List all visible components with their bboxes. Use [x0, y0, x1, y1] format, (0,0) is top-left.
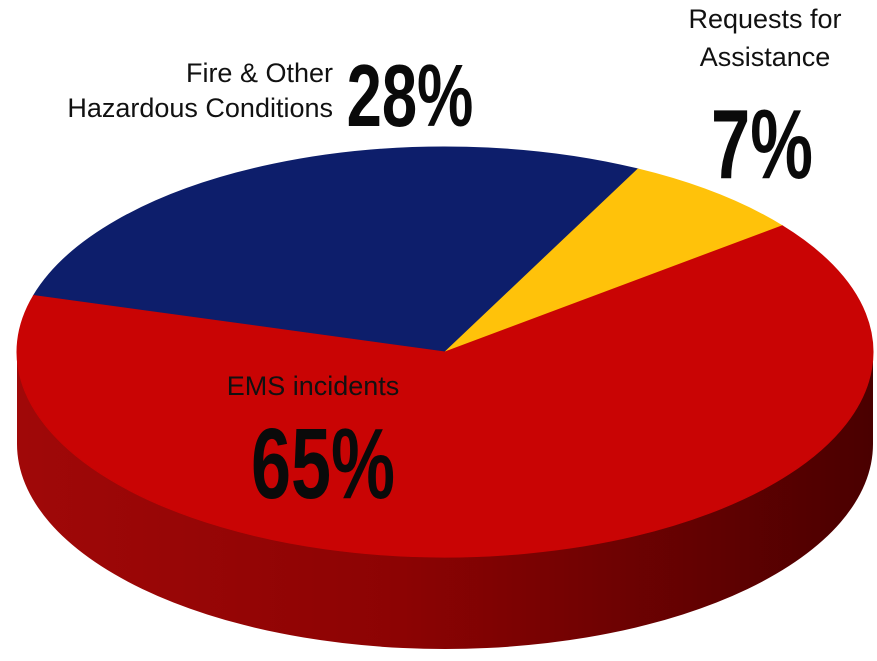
slice-percent-label: 28% [347, 48, 474, 146]
slice-percent-label: 7% [711, 91, 813, 200]
slice-label-line: Assistance [700, 42, 831, 72]
pie-slice-requests-for-assistance [444, 168, 784, 353]
pie-slice-fire-other-hazardous-conditions [32, 146, 639, 353]
slice-label-line: Hazardous Conditions [67, 93, 333, 123]
slice-label-line: Fire & Other [186, 58, 333, 88]
slice-label-line: Requests for [688, 4, 841, 34]
slice-label-line: EMS incidents [227, 371, 400, 401]
slice-percent-label: 65% [251, 408, 395, 519]
pie-side-wall [17, 352, 873, 649]
pie-slice-ems-incidents [16, 225, 874, 558]
